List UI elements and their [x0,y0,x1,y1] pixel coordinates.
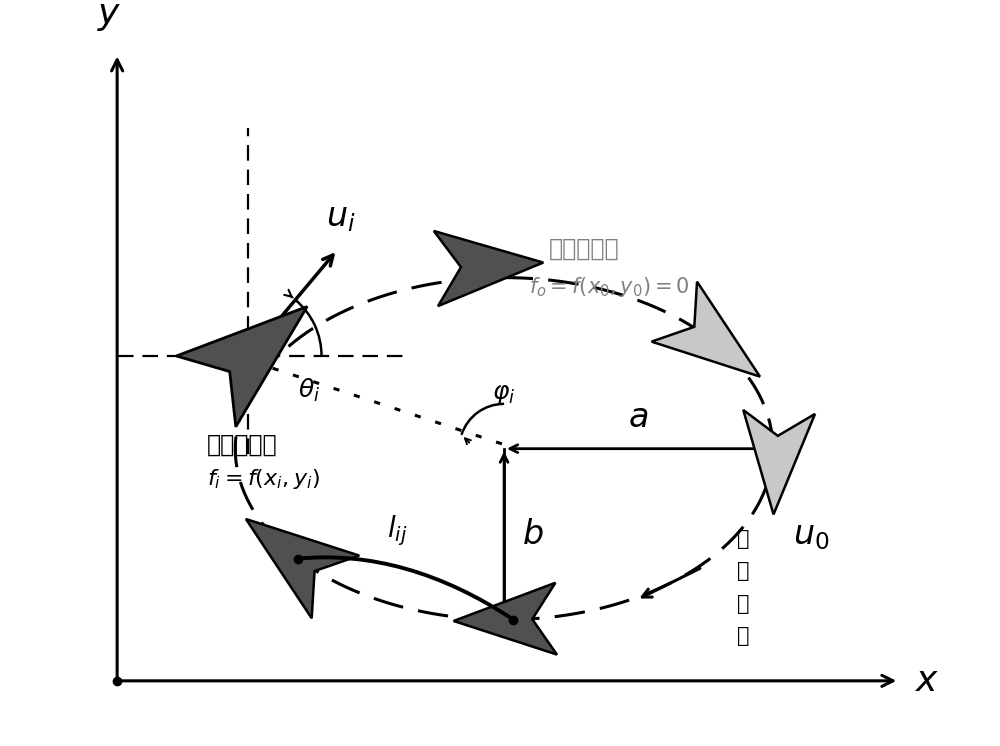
Text: 飞: 飞 [737,529,749,548]
Text: $\varphi_i$: $\varphi_i$ [492,382,516,407]
Polygon shape [176,307,307,427]
Text: $x$: $x$ [915,664,940,698]
Text: 向: 向 [737,627,749,647]
Text: $a$: $a$ [628,401,649,434]
Text: 跟随智能体: 跟随智能体 [207,433,277,457]
Text: 方: 方 [737,594,749,614]
Text: $l_{ij}$: $l_{ij}$ [387,514,408,548]
Text: $f_i=f(x_i,y_i)$: $f_i=f(x_i,y_i)$ [207,468,320,492]
Text: $f_o=f(x_0,y_0)=0$: $f_o=f(x_0,y_0)=0$ [529,275,689,299]
Polygon shape [652,282,760,377]
Text: $\mathbf{\mathit{u}}_0$: $\mathbf{\mathit{u}}_0$ [793,519,829,553]
Text: 行: 行 [737,561,749,581]
Polygon shape [434,231,543,306]
Text: $\mathbf{\mathit{u}}_i$: $\mathbf{\mathit{u}}_i$ [326,201,356,233]
Polygon shape [743,410,815,515]
Text: $y$: $y$ [97,0,121,34]
Text: $b$: $b$ [522,518,544,551]
Polygon shape [454,583,557,654]
Text: $\theta_i$: $\theta_i$ [298,377,320,404]
Text: 虚拟领导者: 虚拟领导者 [549,237,620,261]
Polygon shape [246,519,359,618]
